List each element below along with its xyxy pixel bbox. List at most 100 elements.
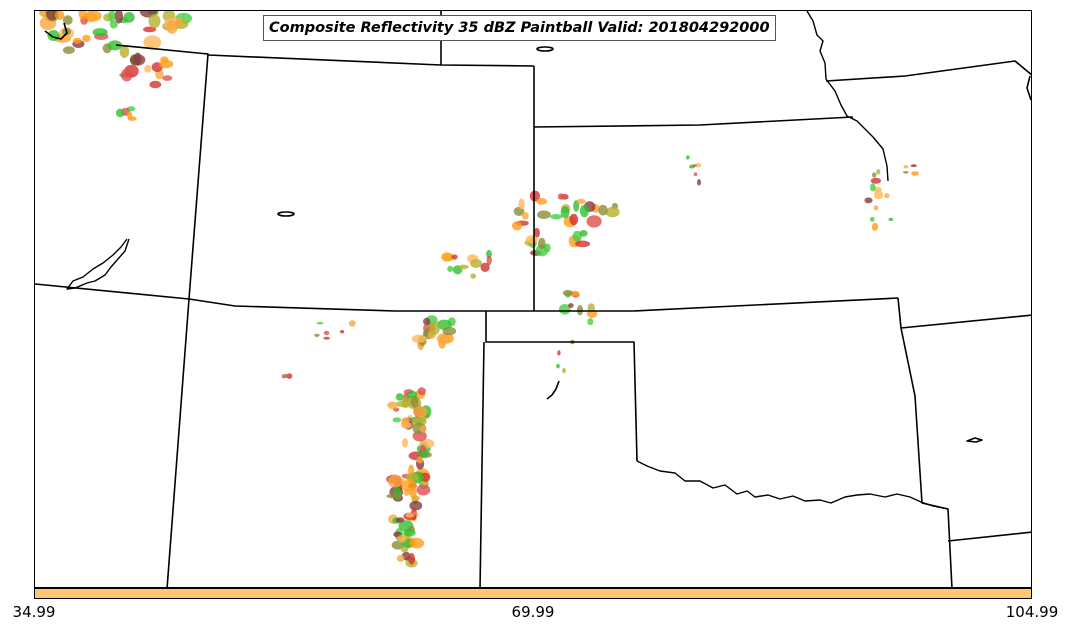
- echo-blob: [903, 165, 909, 169]
- echo-blob: [47, 30, 60, 41]
- echo-blob: [587, 318, 594, 326]
- lake-tx-east: [966, 437, 983, 443]
- echo-blob: [401, 438, 409, 448]
- echo-blob: [400, 546, 409, 553]
- echo-blob: [579, 204, 589, 218]
- echo-blob: [281, 374, 286, 379]
- echo-blob: [92, 28, 108, 37]
- echo-blob: [54, 11, 65, 20]
- map-panel: [34, 10, 1032, 588]
- echo-blob: [391, 540, 405, 550]
- echo-blob: [470, 259, 483, 268]
- echo-blob: [149, 80, 162, 89]
- echo-blob: [418, 450, 429, 457]
- echo-blob: [550, 213, 563, 220]
- echo-blob: [535, 244, 549, 257]
- lake-nm: [546, 380, 560, 400]
- echo-blob: [72, 37, 82, 44]
- border-mo: [825, 60, 1031, 82]
- echo-blob: [316, 321, 324, 325]
- echo-blob: [411, 334, 427, 343]
- border-ks-south: [534, 297, 899, 312]
- echo-blob: [148, 14, 161, 29]
- echo-blob: [160, 56, 169, 64]
- echo-blob: [470, 273, 477, 279]
- echo-blob: [119, 45, 130, 58]
- lake-northwest: [44, 22, 68, 40]
- echo-blob: [409, 500, 423, 511]
- echo-blob: [114, 11, 124, 24]
- border-wy-co: [115, 44, 535, 67]
- colorbar-tick-mid: 69.99: [511, 603, 555, 621]
- echo-blob: [873, 205, 879, 211]
- echo-blob: [409, 537, 425, 549]
- echo-blob: [410, 396, 419, 408]
- echo-blob: [416, 484, 431, 496]
- echo-blob: [568, 303, 574, 308]
- echo-blob: [518, 198, 525, 210]
- echo-blob: [579, 230, 588, 237]
- echo-blob: [62, 46, 75, 54]
- echo-blob: [538, 237, 546, 250]
- echo-blob: [557, 193, 564, 200]
- echo-blob: [286, 373, 293, 379]
- echo-blob: [129, 54, 146, 66]
- echo-blob: [395, 393, 404, 401]
- echo-blob: [480, 262, 490, 272]
- echo-blob: [396, 554, 405, 563]
- echo-blob: [576, 198, 586, 205]
- echo-blob: [525, 235, 538, 244]
- border-ar-la: [900, 314, 1031, 329]
- echo-blob: [562, 289, 573, 297]
- echo-blob: [586, 215, 602, 228]
- echo-blob: [123, 12, 135, 23]
- echo-blob: [107, 40, 123, 51]
- colorbar-tick-min: 34.99: [12, 603, 56, 621]
- reflectivity-echoes: [39, 11, 919, 568]
- echo-blob: [436, 333, 450, 344]
- border-ut-co-west: [166, 53, 209, 587]
- echo-blob: [533, 227, 540, 238]
- echo-blob: [558, 304, 571, 315]
- echo-blob: [695, 162, 702, 168]
- echo-blob: [144, 64, 152, 73]
- echo-blob: [409, 486, 417, 498]
- red-river: [636, 460, 949, 510]
- echo-blob: [902, 171, 909, 174]
- echo-blob: [405, 512, 415, 518]
- echo-blob: [108, 11, 116, 23]
- echo-blob: [401, 417, 411, 423]
- echo-blob: [442, 252, 454, 262]
- echo-blob: [605, 206, 620, 218]
- echo-blob: [400, 421, 412, 429]
- colorbar-tick-max: 104.99: [1005, 603, 1059, 621]
- echo-blob: [323, 330, 330, 336]
- echo-blob: [560, 206, 570, 219]
- echo-blob: [397, 534, 407, 543]
- echo-blob: [166, 20, 178, 34]
- echo-blob: [323, 336, 331, 340]
- echo-blob: [486, 255, 492, 266]
- echo-blob: [864, 197, 873, 204]
- echo-blob: [348, 320, 356, 327]
- echo-blob: [395, 517, 405, 523]
- echo-blob: [873, 190, 884, 200]
- echo-blob: [872, 172, 877, 178]
- echo-blob: [575, 240, 591, 248]
- echo-blob: [416, 456, 424, 464]
- echo-blob: [536, 198, 548, 205]
- echo-blob: [686, 155, 690, 160]
- echo-blob: [403, 528, 416, 537]
- echo-blob: [405, 473, 419, 482]
- echo-blob: [162, 75, 173, 81]
- echo-blob: [569, 213, 579, 226]
- echo-blob: [910, 164, 917, 168]
- echo-blob: [458, 264, 469, 270]
- echo-blob: [392, 417, 402, 423]
- echo-blob: [693, 172, 698, 177]
- lake-colorado: [277, 211, 295, 217]
- echo-blob: [442, 326, 457, 336]
- border-ut-az: [35, 283, 534, 312]
- echo-blob: [869, 216, 875, 222]
- echo-blob: [46, 11, 59, 21]
